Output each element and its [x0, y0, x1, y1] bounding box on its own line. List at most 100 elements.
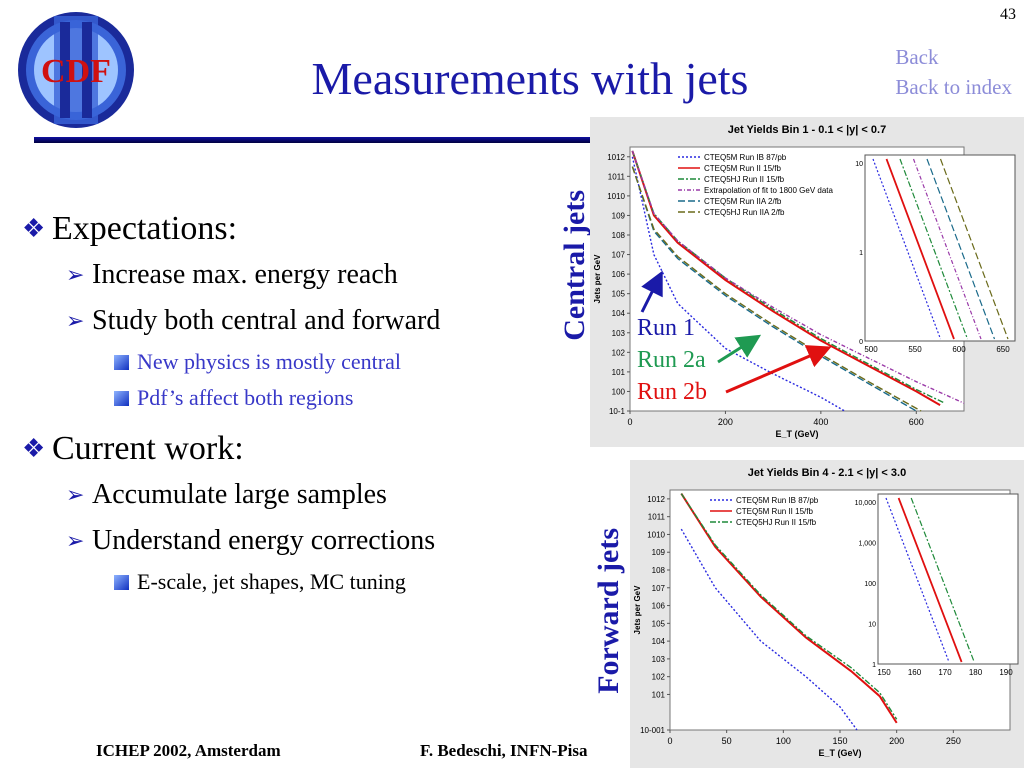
arrow-bullet-icon: ➢ [66, 262, 85, 287]
x-tick-label: 0 [627, 417, 632, 427]
y-tick-label: 100 [612, 387, 626, 396]
y-tick-label: 102 [612, 348, 626, 357]
series-line [680, 493, 898, 720]
inset-series-line [926, 158, 996, 340]
inset-series-line [897, 497, 963, 663]
series-line [631, 150, 941, 406]
y-tick-label: 107 [652, 584, 666, 593]
inset-x-tick-label: 190 [999, 668, 1013, 677]
run2a-label: Run 2a [637, 347, 706, 373]
y-tick-label: 103 [612, 329, 626, 338]
chart-title: Jet Yields Bin 1 - 0.1 < |y| < 0.7 [728, 124, 886, 136]
inset-y-tick-label: 1,000 [858, 541, 876, 548]
page-number: 43 [1000, 6, 1016, 23]
arrow-bullet-icon: ➢ [66, 528, 85, 553]
inset-series-line [912, 158, 982, 340]
forward-jets-chart: Jet Yields Bin 4 - 2.1 < |y| < 3.0 0 50 100… [630, 460, 1024, 768]
y-tick-label: 1010 [647, 530, 665, 539]
y-tick-label: 1012 [607, 153, 625, 162]
y-tick-label: 109 [612, 211, 626, 220]
inset-x-tick-label: 500 [864, 345, 878, 354]
x-tick-label: 50 [722, 736, 732, 746]
inset-x-tick-label: 170 [938, 668, 952, 677]
legend-entry: CTEQ5M Run II 15/fb [736, 507, 813, 516]
x-axis-label: E_T (GeV) [818, 748, 861, 758]
inset-y-tick-label: 10 [868, 622, 876, 629]
inset-y-tick-label: 1 [859, 250, 863, 257]
bullet-list: ❖ Expectations: ➢ Increase max. energy rea… [22, 210, 562, 600]
back-to-index-link[interactable]: Back to index [895, 75, 1012, 99]
legend-entry: CTEQ5M Run IB 87/pb [736, 496, 819, 505]
back-link[interactable]: Back [895, 45, 939, 69]
y-tick-label: 10-001 [640, 726, 665, 735]
y-tick-label: 108 [652, 566, 666, 575]
slide-title: Measurements with jets [311, 53, 749, 104]
y-tick-label: 1011 [648, 513, 666, 522]
x-axis-label: E_T (GeV) [775, 429, 818, 439]
legend-entry: CTEQ5M Run IIA 2/fb [704, 197, 782, 206]
y-axis-label: Jets per GeV [633, 585, 642, 635]
legend-entry: CTEQ5M Run II 15/fb [704, 164, 781, 173]
y-tick-label: 104 [612, 309, 626, 318]
inset-series-line [872, 158, 942, 340]
series-line [631, 150, 946, 404]
x-tick-label: 0 [667, 736, 672, 746]
run1-label: Run 1 [637, 315, 696, 341]
diamond-bullet-icon: ❖ [22, 214, 46, 243]
legend-entry: CTEQ5HJ Run IIA 2/fb [704, 208, 785, 217]
bullet-level2: ➢ Accumulate large samples [66, 479, 387, 510]
y-axis-label: Jets per GeV [593, 254, 602, 304]
inset-x-tick-label: 650 [996, 345, 1010, 354]
inset-series-line [939, 158, 1009, 340]
square-bullet-icon [114, 390, 129, 406]
central-jets-label: Central jets [558, 190, 591, 341]
y-tick-label: 108 [612, 231, 626, 240]
footer-conference: ICHEP 2002, Amsterdam [96, 741, 281, 760]
bullet-level3: New physics is mostly central [114, 344, 562, 380]
inset-x-tick-label: 150 [877, 668, 891, 677]
square-bullet-icon [114, 354, 129, 370]
arrow-bullet-icon: ➢ [66, 482, 85, 507]
inset-series-line [899, 158, 969, 340]
run-labels: Run 1 Run 2a Run 2b [637, 312, 707, 408]
legend-entry: CTEQ5HJ Run II 15/fb [704, 175, 785, 184]
y-tick-label: 10-1 [609, 407, 626, 416]
bullet-level2: ➢ Increase max. energy reach [66, 259, 398, 290]
chart-title: Jet Yields Bin 4 - 2.1 < |y| < 3.0 [748, 467, 906, 479]
square-bullet-icon [114, 574, 129, 590]
bullet-level1: ❖ Current work: [22, 430, 244, 467]
x-tick-label: 100 [776, 736, 791, 746]
x-tick-label: 600 [909, 417, 924, 427]
central-jets-chart: Jet Yields Bin 1 - 0.1 < |y| < 0.7 0 200 40… [590, 117, 1024, 447]
y-tick-label: 105 [652, 619, 666, 628]
svg-text:CDF: CDF [41, 53, 111, 90]
y-tick-label: 101 [612, 368, 626, 377]
cdf-logo: CDF [14, 8, 138, 132]
y-tick-label: 109 [652, 548, 666, 557]
series-line [631, 150, 965, 404]
inset-y-tick-label: 1 [872, 662, 876, 669]
title-divider [34, 137, 594, 143]
bullet-level1: ❖ Expectations: [22, 210, 238, 247]
series-line [680, 528, 858, 731]
y-tick-label: 1010 [607, 192, 625, 201]
y-tick-label: 1011 [608, 172, 626, 181]
inset-plot [864, 154, 1016, 342]
y-tick-label: 1012 [647, 495, 665, 504]
inset-plot [877, 493, 1019, 665]
legend-entry: Extrapolation of fit to 1800 GeV data [704, 186, 834, 195]
forward-jets-label: Forward jets [592, 528, 625, 694]
nav-links: Back Back to index [895, 42, 1012, 102]
inset-series-line [910, 497, 975, 663]
x-tick-label: 200 [889, 736, 904, 746]
inset-y-tick-label: 10,000 [855, 500, 877, 507]
legend-entry: CTEQ5M Run IB 87/pb [704, 153, 787, 162]
series-line [631, 166, 917, 412]
bullet-level3: E-scale, jet shapes, MC tuning [114, 564, 562, 600]
legend-entry: CTEQ5HJ Run II 15/fb [736, 518, 817, 527]
y-tick-label: 107 [612, 251, 626, 260]
inset-series-line [885, 497, 950, 663]
inset-x-tick-label: 180 [969, 668, 983, 677]
x-tick-label: 250 [946, 736, 961, 746]
bullet-level2: ➢ Understand energy corrections [66, 525, 436, 556]
